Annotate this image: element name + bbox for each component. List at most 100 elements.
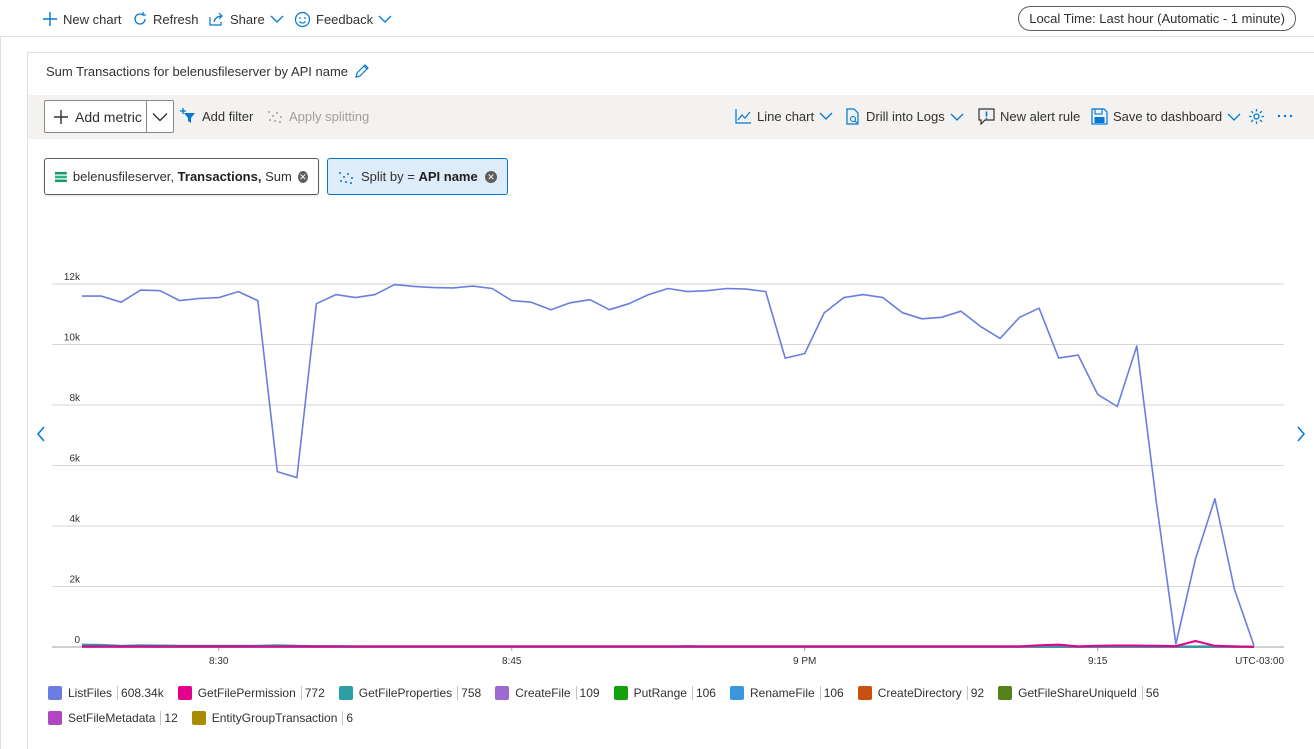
scroll-right-button[interactable] — [1297, 426, 1305, 442]
remove-metric-icon[interactable]: ✕ — [297, 170, 308, 183]
refresh-icon — [134, 12, 146, 25]
legend-item[interactable]: CreateDirectory 92 — [857, 686, 984, 700]
legend-row-2: SetFileMetadata 12 EntityGroupTransaction 6 — [48, 709, 367, 727]
chart-toolbar: Add metric Add filter Apply splitting Li… — [28, 95, 1314, 139]
split-value: API name — [418, 169, 478, 184]
more-options-button[interactable] — [1276, 108, 1294, 124]
line-chart-icon — [735, 109, 751, 124]
save-to-dashboard-dropdown[interactable]: Save to dashboard — [1091, 108, 1241, 125]
legend-item[interactable]: EntityGroupTransaction 6 — [191, 711, 353, 725]
share-button[interactable]: Share — [208, 10, 284, 28]
refresh-label: Refresh — [153, 11, 199, 27]
legend-series-name: SetFileMetadata — [68, 711, 156, 725]
legend-series-name: GetFileShareUniqueId — [1018, 686, 1137, 700]
chart-settings-button[interactable] — [1248, 108, 1265, 125]
legend-swatch — [998, 686, 1013, 700]
storage-account-icon — [55, 171, 67, 182]
share-icon — [209, 12, 223, 26]
metric-name: Transactions, — [177, 169, 262, 184]
time-range-picker[interactable]: Local Time: Last hour (Automatic - 1 min… — [1018, 6, 1296, 31]
feedback-label: Feedback — [316, 11, 374, 27]
split-prefix: Split by = — [361, 169, 415, 184]
add-metric-label: Add metric — [75, 108, 142, 125]
legend-series-total: 772 — [300, 686, 325, 700]
chevron-down-icon — [1227, 113, 1241, 121]
line-chart-label: Line chart — [757, 108, 815, 124]
legend-series-name: PutRange — [633, 686, 687, 700]
share-label: Share — [230, 11, 265, 27]
save-to-dashboard-label: Save to dashboard — [1113, 109, 1223, 124]
legend-swatch — [857, 686, 872, 700]
legend-swatch — [48, 711, 62, 725]
legend-series-name: GetFileProperties — [358, 686, 453, 700]
legend-item[interactable]: CreateFile 109 — [495, 686, 600, 700]
legend-swatch — [613, 686, 628, 700]
new-alert-rule-label: New alert rule — [1000, 109, 1081, 124]
apply-splitting-button[interactable]: Apply splitting — [267, 108, 369, 124]
legend-row-1: ListFiles 608.34k GetFilePermission 772 GetF… — [48, 684, 1173, 702]
legend-item[interactable]: GetFileShareUniqueId 56 — [998, 686, 1159, 700]
plus-icon — [54, 109, 68, 124]
legend-series-total: 56 — [1141, 686, 1159, 700]
new-chart-label: New chart — [63, 11, 122, 27]
chevron-right-icon — [1297, 426, 1305, 442]
chevron-down-icon — [270, 15, 284, 23]
chart-title: Sum Transactions for belenusfileserver b… — [46, 63, 370, 79]
metric-resource: belenusfileserver, — [72, 169, 175, 184]
add-metric-dropdown[interactable] — [147, 101, 173, 132]
chevron-down-icon — [819, 112, 833, 120]
legend-swatch — [191, 711, 206, 725]
edit-pencil-icon[interactable] — [354, 63, 370, 79]
drill-into-logs-dropdown[interactable]: Drill into Logs — [844, 108, 964, 125]
line-chart-dropdown[interactable]: Line chart — [735, 108, 833, 124]
legend-item[interactable]: ListFiles 608.34k — [48, 686, 164, 700]
legend-swatch — [495, 686, 510, 700]
legend-series-total: 6 — [342, 711, 353, 725]
add-filter-label: Add filter — [202, 108, 254, 124]
metric-pill-text: belenusfileserver, Transactions, Sum — [73, 169, 292, 184]
feedback-button[interactable]: Feedback — [294, 10, 392, 28]
legend-swatch — [177, 686, 192, 700]
legend-series-name: RenameFile — [749, 686, 815, 700]
add-filter-icon — [180, 108, 195, 123]
save-icon — [1091, 108, 1108, 125]
legend-item[interactable]: GetFilePermission 772 — [177, 686, 325, 700]
legend-swatch — [48, 686, 62, 700]
scroll-left-button[interactable] — [37, 426, 45, 442]
metric-aggregation: Sum — [265, 169, 292, 184]
add-metric-button[interactable]: Add metric — [45, 101, 147, 132]
left-divider — [0, 37, 1, 749]
legend-swatch — [338, 686, 353, 700]
legend-series-total: 758 — [457, 686, 481, 700]
legend-swatch — [729, 686, 744, 700]
splitting-icon — [268, 111, 282, 123]
legend-series-total: 106 — [819, 686, 844, 700]
legend-series-total: 608.34k — [117, 686, 164, 700]
legend-item[interactable]: GetFileProperties 758 — [338, 686, 481, 700]
logs-icon — [846, 108, 859, 125]
drill-into-logs-label: Drill into Logs — [866, 109, 945, 124]
new-chart-button[interactable]: New chart — [42, 10, 122, 28]
legend-item[interactable]: PutRange 106 — [613, 686, 716, 700]
metric-pill[interactable]: belenusfileserver, Transactions, Sum ✕ — [44, 158, 319, 195]
legend-series-total: 92 — [966, 686, 984, 700]
splitting-icon — [339, 171, 353, 184]
new-alert-rule-button[interactable]: New alert rule — [978, 108, 1080, 125]
alert-icon — [978, 108, 995, 125]
chevron-down-icon — [950, 113, 964, 121]
gear-icon — [1249, 109, 1264, 124]
add-filter-button[interactable]: Add filter — [180, 108, 253, 124]
legend-series-name: EntityGroupTransaction — [211, 711, 338, 725]
chart-title-text: Sum Transactions for belenusfileserver b… — [46, 63, 349, 79]
legend-item[interactable]: SetFileMetadata 12 — [48, 711, 178, 725]
refresh-button[interactable]: Refresh — [132, 10, 199, 28]
command-bar: New chart Refresh Share Feedback Local T… — [0, 0, 1314, 37]
remove-split-icon[interactable]: ✕ — [485, 170, 497, 183]
legend-series-name: GetFilePermission — [197, 686, 296, 700]
plus-icon — [43, 12, 57, 26]
chevron-down-icon — [152, 112, 168, 121]
split-pill[interactable]: Split by = API name ✕ — [327, 158, 508, 195]
legend-series-name: CreateFile — [515, 686, 571, 700]
legend-item[interactable]: RenameFile 106 — [729, 686, 844, 700]
legend-series-total: 12 — [160, 711, 178, 725]
